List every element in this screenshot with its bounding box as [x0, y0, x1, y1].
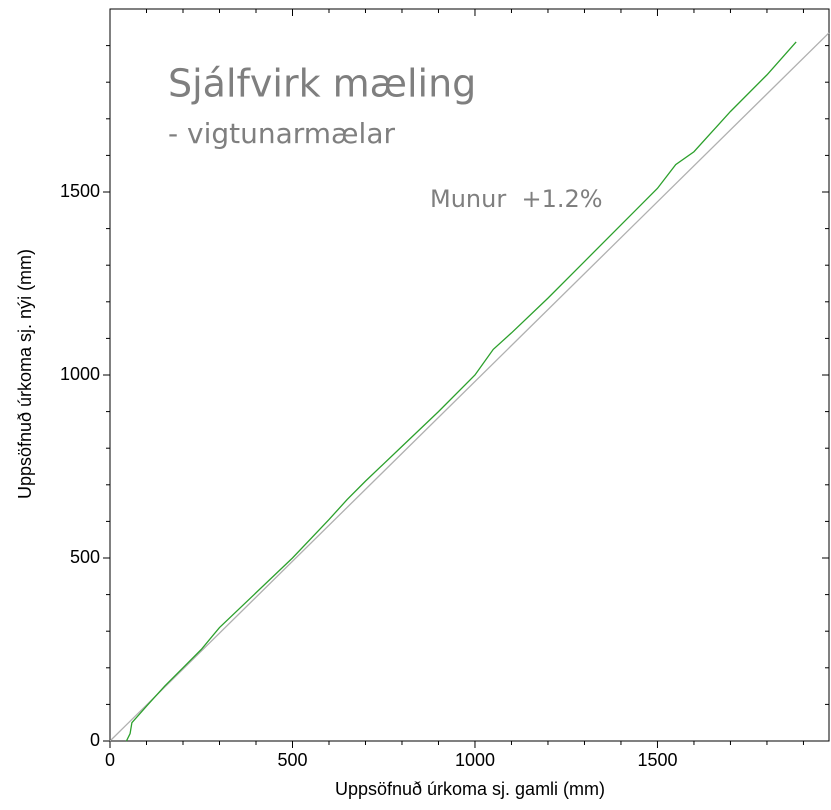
x-axis-label: Uppsöfnuð úrkoma sj. gamli (mm)	[335, 779, 605, 799]
x-tick-label: 1500	[637, 750, 677, 770]
y-tick-label: 0	[90, 730, 100, 750]
y-tick-label: 1000	[60, 364, 100, 384]
annotation: Munur +1.2%	[430, 185, 603, 213]
y-tick-label: 500	[70, 547, 100, 567]
x-tick-label: 0	[105, 750, 115, 770]
chart-title: Sjálfvirk mæling	[168, 62, 476, 106]
line	[125, 41, 797, 742]
y-tick-label: 1500	[60, 181, 100, 201]
x-tick-label: 1000	[455, 750, 495, 770]
x-tick-label: 500	[277, 750, 307, 770]
line	[109, 32, 830, 742]
y-axis-label: Uppsöfnuð úrkoma sj. nýi (mm)	[15, 249, 35, 499]
chart-subtitle: - vigtunarmælar	[168, 117, 395, 150]
